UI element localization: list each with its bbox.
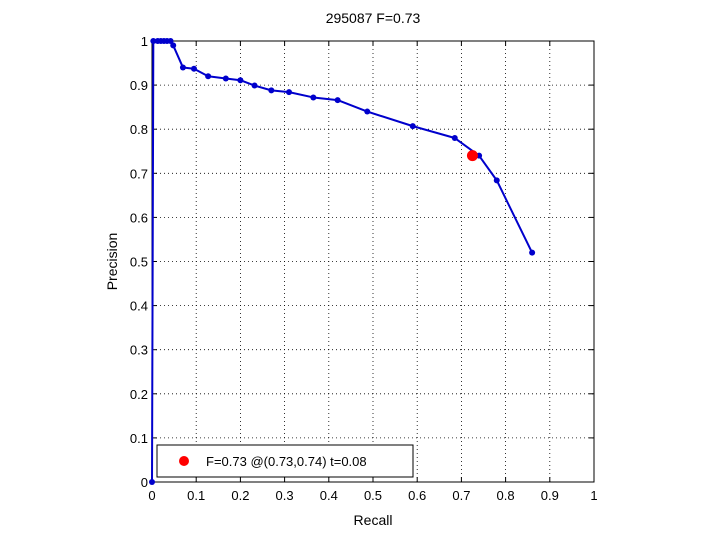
highlight-point bbox=[466, 150, 478, 162]
series-point bbox=[310, 94, 317, 101]
x-axis-label: Recall bbox=[354, 512, 393, 528]
x-tick-label: 0 bbox=[148, 488, 155, 503]
series-point bbox=[409, 123, 416, 130]
y-tick-label: 0.9 bbox=[130, 78, 148, 93]
series-point bbox=[149, 479, 155, 485]
series-point bbox=[529, 249, 536, 256]
x-tick-label: 0.6 bbox=[408, 488, 426, 503]
series-point bbox=[493, 177, 500, 184]
chart-title: 295087 F=0.73 bbox=[326, 10, 421, 26]
series-point bbox=[251, 82, 258, 89]
series-point bbox=[190, 65, 197, 72]
legend: F=0.73 @(0.73,0.74) t=0.08 bbox=[156, 444, 414, 478]
y-tick-label: 0.3 bbox=[130, 343, 148, 358]
x-tick-label: 1 bbox=[590, 488, 597, 503]
legend-box bbox=[156, 444, 414, 478]
legend-marker bbox=[179, 456, 189, 466]
highlight-layer bbox=[466, 150, 478, 162]
legend-label: F=0.73 @(0.73,0.74) t=0.08 bbox=[206, 454, 367, 469]
series-point bbox=[205, 73, 212, 80]
y-tick-label: 0 bbox=[141, 475, 148, 490]
y-tick-label: 1 bbox=[141, 34, 148, 49]
tick-labels: 0 0.1 0.2 0.3 0.4 0.5 0.6 0.7 0.8 0.9 1 0 0.1 0.2 0.3 0… bbox=[130, 34, 598, 503]
series-point bbox=[364, 108, 371, 115]
series-point bbox=[451, 135, 458, 142]
y-tick-label: 0.4 bbox=[130, 299, 148, 314]
x-tick-label: 0.3 bbox=[276, 488, 294, 503]
series-point bbox=[170, 42, 177, 49]
series-point bbox=[237, 77, 244, 84]
y-tick-label: 0.5 bbox=[130, 255, 148, 270]
y-tick-label: 0.8 bbox=[130, 122, 148, 137]
x-tick-label: 0.9 bbox=[541, 488, 559, 503]
y-tick-label: 0.6 bbox=[130, 210, 148, 225]
series-point bbox=[268, 87, 275, 94]
y-axis-label: Precision bbox=[104, 233, 120, 291]
y-tick-label: 0.7 bbox=[130, 166, 148, 181]
series-point bbox=[150, 38, 157, 44]
y-tick-label: 0.2 bbox=[130, 387, 148, 402]
series-point bbox=[222, 75, 229, 82]
series-point bbox=[179, 64, 186, 71]
x-tick-label: 0.4 bbox=[320, 488, 338, 503]
grid bbox=[152, 41, 594, 482]
series-point bbox=[286, 89, 293, 96]
x-tick-label: 0.8 bbox=[497, 488, 515, 503]
x-tick-label: 0.2 bbox=[231, 488, 249, 503]
series-layer bbox=[149, 38, 536, 485]
series-point bbox=[334, 97, 341, 104]
series-point bbox=[167, 38, 174, 44]
x-tick-label: 0.7 bbox=[452, 488, 470, 503]
x-tick-label: 0.5 bbox=[364, 488, 382, 503]
y-tick-label: 0.1 bbox=[130, 431, 148, 446]
x-tick-label: 0.1 bbox=[187, 488, 205, 503]
